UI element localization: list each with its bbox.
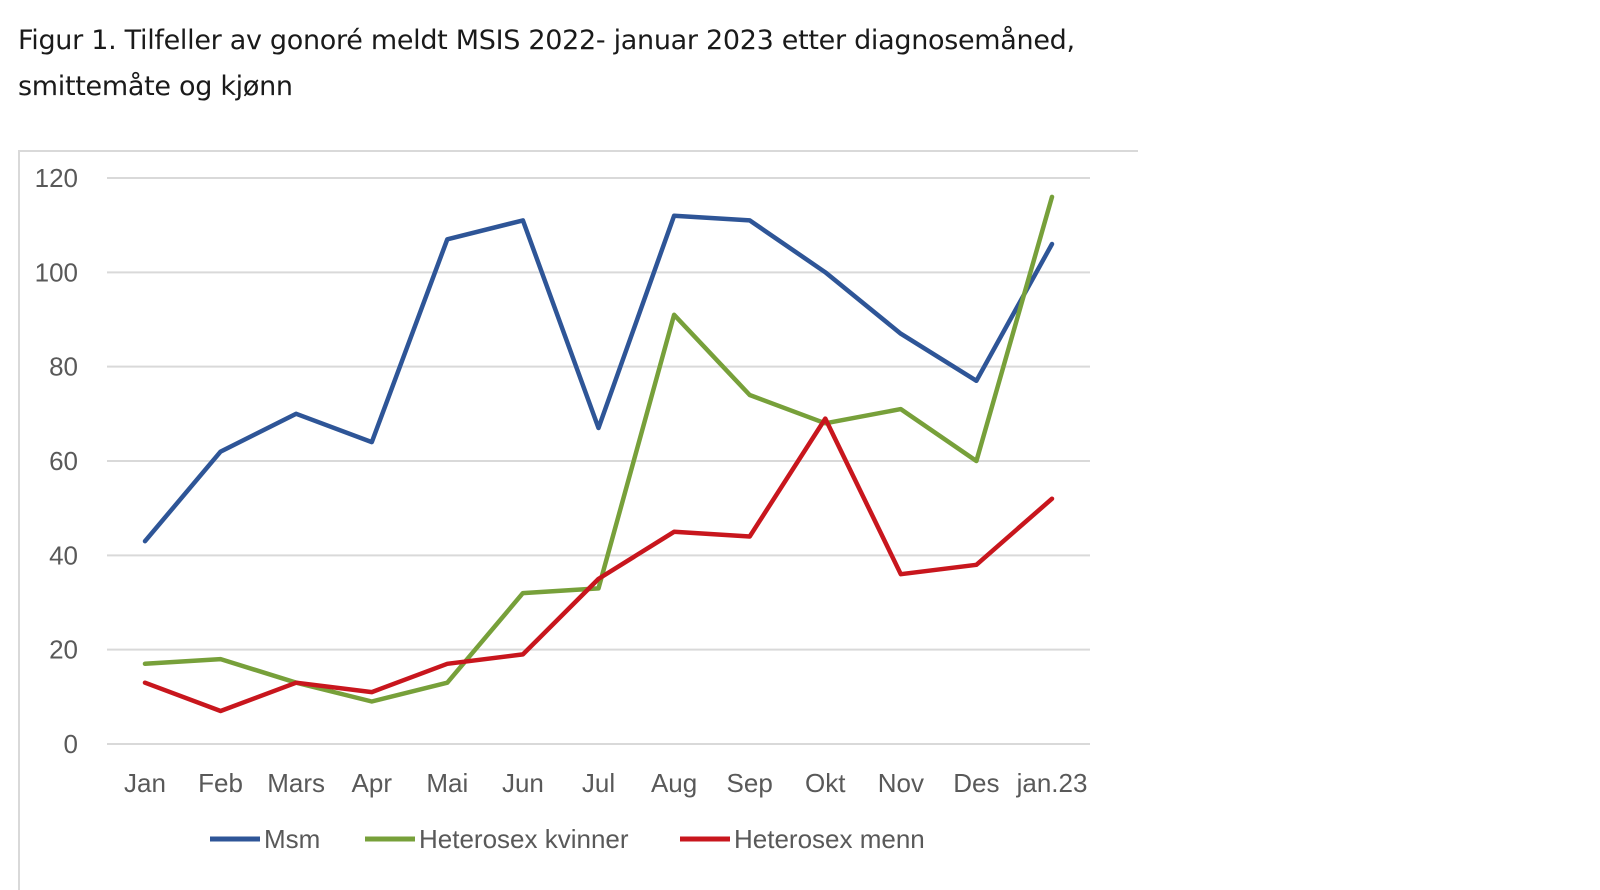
x-tick-label: Jan [124,768,166,798]
x-tick-label: Jun [502,768,544,798]
x-tick-label: Apr [352,768,393,798]
x-tick-label: jan.23 [1016,768,1088,798]
legend: Msm Heterosex kvinner Heterosex menn [210,824,925,854]
legend-label: Msm [264,824,320,854]
y-tick-label: 60 [49,446,78,476]
series-line-msm [145,216,1052,542]
x-tick-label: Nov [878,768,924,798]
x-tick-label: Jul [582,768,615,798]
line-chart: 0 20 40 60 80 100 120 Jan Feb Mars Apr Mai Jun Jul Au… [0,0,1600,872]
y-tick-label: 120 [35,163,78,193]
x-tick-label: Feb [198,768,243,798]
y-tick-label: 40 [49,540,78,570]
x-tick-label: Des [953,768,999,798]
y-axis-ticks: 0 20 40 60 80 100 120 [35,163,78,759]
y-tick-label: 100 [35,257,78,287]
x-tick-label: Mars [267,768,325,798]
grid-lines [107,178,1090,744]
series-line-heterosex-menn [145,419,1052,711]
series-lines [145,197,1052,711]
x-tick-label: Mai [426,768,468,798]
y-tick-label: 20 [49,635,78,665]
x-tick-label: Okt [805,768,846,798]
y-tick-label: 80 [49,352,78,382]
y-tick-label: 0 [64,729,78,759]
x-tick-label: Sep [727,768,773,798]
x-tick-label: Aug [651,768,697,798]
legend-label: Heterosex menn [734,824,925,854]
legend-label: Heterosex kvinner [419,824,629,854]
